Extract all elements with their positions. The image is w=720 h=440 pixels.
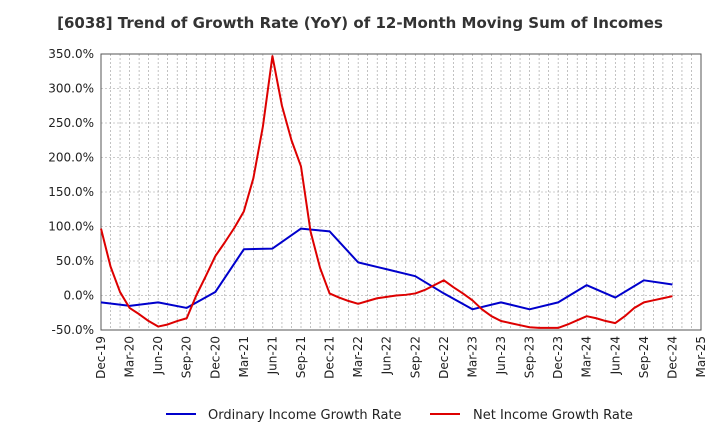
plot-border xyxy=(100,53,702,331)
y-tick-label: 100.0% xyxy=(48,220,94,234)
x-tick-label: Sep-23 xyxy=(523,336,537,378)
y-tick-label: -50.0% xyxy=(52,323,94,337)
legend-label-1: Ordinary Income Growth Rate xyxy=(208,408,402,423)
x-tick-label: Sep-22 xyxy=(408,336,422,378)
x-tick-label: Jun-23 xyxy=(494,336,508,375)
y-tick-label: 350.0% xyxy=(48,47,94,61)
x-tick-label: Dec-22 xyxy=(437,336,451,379)
legend-label-2: Net Income Growth Rate xyxy=(473,408,633,423)
x-tick-label: Dec-21 xyxy=(323,336,337,379)
x-tick-label: Jun-20 xyxy=(151,336,165,375)
x-tick-label: Sep-24 xyxy=(637,336,651,378)
y-tick-label: 0.0% xyxy=(64,289,95,303)
y-tick-label: 250.0% xyxy=(48,116,94,130)
x-tick-label: Mar-25 xyxy=(694,336,708,377)
x-tick-label: Dec-19 xyxy=(94,336,108,379)
x-tick-label: Sep-21 xyxy=(294,336,308,378)
x-tick-label: Jun-22 xyxy=(380,336,394,375)
x-tick-label: Jun-21 xyxy=(265,336,279,375)
x-tick-label: Mar-24 xyxy=(580,336,594,377)
x-tick-label: Mar-20 xyxy=(123,336,137,377)
x-tick-label: Dec-24 xyxy=(665,336,679,379)
series-line-1 xyxy=(100,227,673,311)
x-tick-label: Sep-20 xyxy=(180,336,194,378)
x-tick-label: Mar-21 xyxy=(237,336,251,377)
x-tick-label: Mar-22 xyxy=(351,336,365,377)
series-line-2 xyxy=(100,55,673,329)
x-tick-label: Dec-23 xyxy=(551,336,565,379)
y-tick-label: 150.0% xyxy=(48,185,94,199)
x-tick-label: Jun-24 xyxy=(608,336,622,375)
x-tick-label: Dec-20 xyxy=(208,336,222,379)
y-tick-label: 300.0% xyxy=(48,82,94,96)
x-tick-label: Mar-23 xyxy=(465,336,479,377)
y-tick-label: 50.0% xyxy=(56,254,94,268)
chart-title: [6038] Trend of Growth Rate (YoY) of 12-… xyxy=(57,14,663,32)
y-tick-label: 200.0% xyxy=(48,151,94,165)
